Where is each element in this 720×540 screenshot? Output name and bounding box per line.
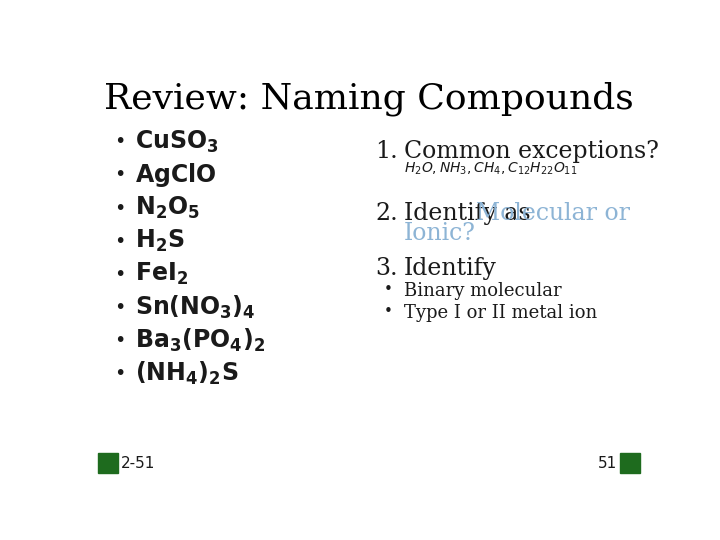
Text: Common exceptions?: Common exceptions? <box>404 140 659 163</box>
Text: •: • <box>114 199 125 218</box>
Text: Ionic?: Ionic? <box>404 222 476 245</box>
Text: $\mathbf{AgClO}$: $\mathbf{AgClO}$ <box>135 161 217 189</box>
Text: $\mathbf{H_2S}$: $\mathbf{H_2S}$ <box>135 228 184 254</box>
Text: Identify as: Identify as <box>404 202 538 225</box>
Text: 51: 51 <box>598 456 617 471</box>
Text: •: • <box>384 303 393 319</box>
Text: •: • <box>114 132 125 151</box>
Text: Review: Naming Compounds: Review: Naming Compounds <box>104 82 634 116</box>
Text: $H_2O, NH_3, CH_4, C_{12}H_{22}O_{11}$: $H_2O, NH_3, CH_4, C_{12}H_{22}O_{11}$ <box>404 160 577 177</box>
Text: $\mathbf{(NH_4)_2S}$: $\mathbf{(NH_4)_2S}$ <box>135 360 238 387</box>
Text: •: • <box>114 298 125 317</box>
Text: 2-51: 2-51 <box>121 456 156 471</box>
Text: •: • <box>114 232 125 251</box>
Text: $\mathbf{Ba_3(PO_4)_2}$: $\mathbf{Ba_3(PO_4)_2}$ <box>135 327 265 354</box>
Text: $\mathbf{CuSO_3}$: $\mathbf{CuSO_3}$ <box>135 129 219 155</box>
Text: Binary molecular: Binary molecular <box>404 282 562 300</box>
Text: $\mathbf{FeI_2}$: $\mathbf{FeI_2}$ <box>135 261 188 287</box>
Text: $\mathbf{N_2O_5}$: $\mathbf{N_2O_5}$ <box>135 195 200 221</box>
Text: Type I or II metal ion: Type I or II metal ion <box>404 303 597 321</box>
Text: 2.: 2. <box>375 202 398 225</box>
FancyBboxPatch shape <box>98 453 118 473</box>
Text: •: • <box>114 331 125 350</box>
Text: 1.: 1. <box>375 140 398 163</box>
Text: •: • <box>114 364 125 383</box>
Text: Molecular or: Molecular or <box>476 202 630 225</box>
Text: •: • <box>384 282 393 297</box>
Text: •: • <box>114 265 125 284</box>
Text: 3.: 3. <box>375 257 398 280</box>
Text: Identify: Identify <box>404 257 497 280</box>
Text: •: • <box>114 165 125 185</box>
Text: $\mathbf{Sn(NO_3)_4}$: $\mathbf{Sn(NO_3)_4}$ <box>135 294 256 321</box>
FancyBboxPatch shape <box>620 453 640 473</box>
